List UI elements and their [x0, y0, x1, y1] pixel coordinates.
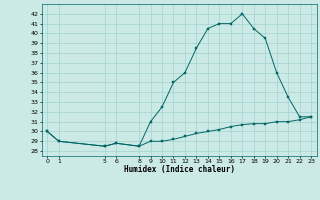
X-axis label: Humidex (Indice chaleur): Humidex (Indice chaleur) [124, 165, 235, 174]
